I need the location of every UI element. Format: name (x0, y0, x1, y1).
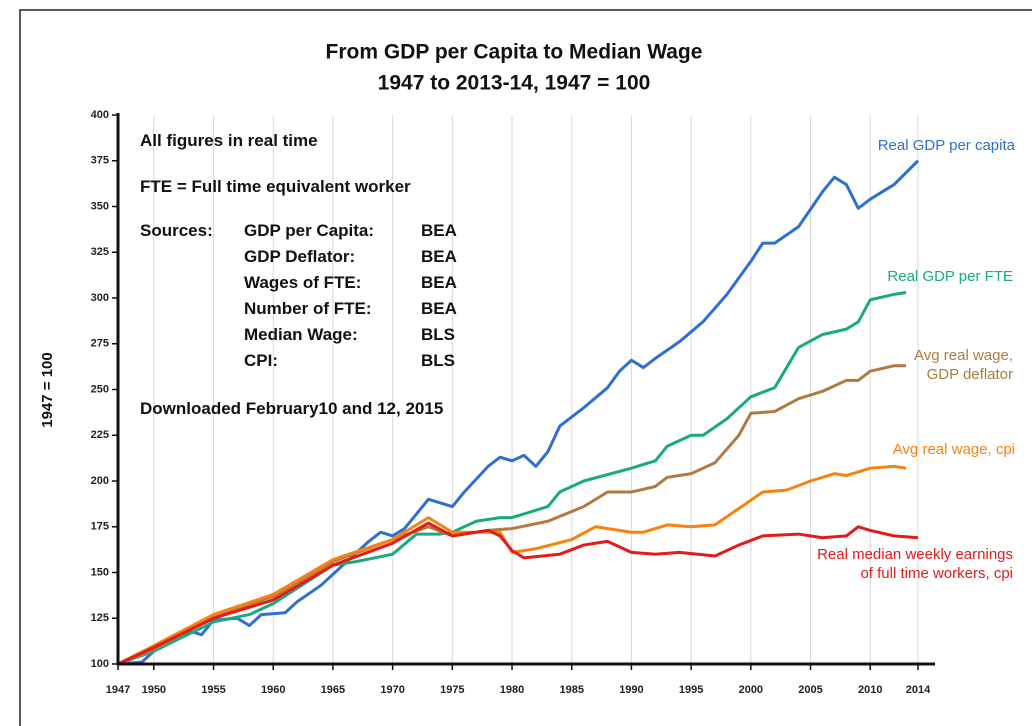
downloaded: Downloaded February10 and 12, 2015 (140, 399, 444, 418)
source-agency: BEA (421, 299, 457, 318)
series-label: Real median weekly earnings of full time… (817, 546, 1013, 582)
frame (19, 9, 1032, 726)
x-tick-label: 1955 (201, 684, 225, 696)
x-tick-label: 1970 (380, 684, 404, 696)
source-name: GDP Deflator: (244, 247, 356, 266)
note: FTE = Full time equivalent worker (140, 177, 411, 196)
source-name: CPI: (244, 351, 278, 370)
series-label: Avg real wage, GDP deflator (914, 347, 1013, 383)
x-tick-label: 1947 (106, 684, 130, 696)
y-axis-label: 1947 = 100 (39, 352, 56, 428)
plot (117, 159, 920, 666)
x-tick-label: 2000 (739, 684, 763, 696)
x-tick-label: 2010 (858, 684, 882, 696)
series-label: Real GDP per FTE (887, 268, 1013, 285)
x-tick-label: 1950 (142, 684, 166, 696)
y-tick-label: 175 (91, 521, 109, 533)
y-tick-label: 325 (91, 246, 109, 258)
x-tick-label: 1960 (261, 684, 285, 696)
x-tick-label: 2005 (798, 684, 822, 696)
x-tick-label: 1995 (679, 684, 703, 696)
sources-heading: Sources: (140, 221, 213, 240)
x-tick-label: 1980 (500, 684, 524, 696)
series-label: Real GDP per capita (877, 137, 1015, 154)
chart-subtitle: 1947 to 2013-14, 1947 = 100 (378, 72, 651, 95)
y-tick-label: 400 (91, 109, 109, 121)
y-tick-label: 375 (91, 155, 109, 167)
series-line (117, 464, 907, 666)
series-line (117, 521, 919, 666)
x-tick-label: 1990 (619, 684, 643, 696)
y-tick-label: 150 (91, 566, 109, 578)
source-name: Number of FTE: (244, 299, 372, 318)
y-tick-label: 275 (91, 338, 109, 350)
series-line (117, 291, 907, 666)
y-tick-label: 100 (91, 658, 109, 670)
series-line (117, 159, 920, 666)
series-label: Avg real wage, cpi (892, 441, 1015, 458)
y-tick-label: 125 (91, 612, 109, 624)
source-agency: BEA (421, 273, 457, 292)
source-name: Median Wage: (244, 325, 358, 344)
note: All figures in real time (140, 131, 318, 150)
x-tick-label: 2014 (906, 684, 931, 696)
grid (117, 115, 919, 664)
y-tick-label: 350 (91, 200, 109, 212)
y-tick-label: 300 (91, 292, 109, 304)
source-agency: BEA (421, 221, 457, 240)
x-tick-label: 1965 (321, 684, 345, 696)
source-agency: BLS (421, 351, 455, 370)
y-tick-label: 200 (91, 475, 109, 487)
y-tick-label: 225 (91, 429, 109, 441)
source-agency: BEA (421, 247, 457, 266)
axes: 1947 1950 1955 1960 1965 1970 1975 1980 1985 1990… (91, 109, 935, 696)
source-agency: BLS (421, 325, 455, 344)
y-tick-label: 250 (91, 383, 109, 395)
source-name: GDP per Capita: (244, 221, 375, 240)
x-tick-label: 1975 (440, 684, 464, 696)
chart-title: From GDP per Capita to Median Wage (326, 41, 703, 64)
source-name: Wages of FTE: (244, 273, 362, 292)
x-tick-label: 1985 (559, 684, 583, 696)
